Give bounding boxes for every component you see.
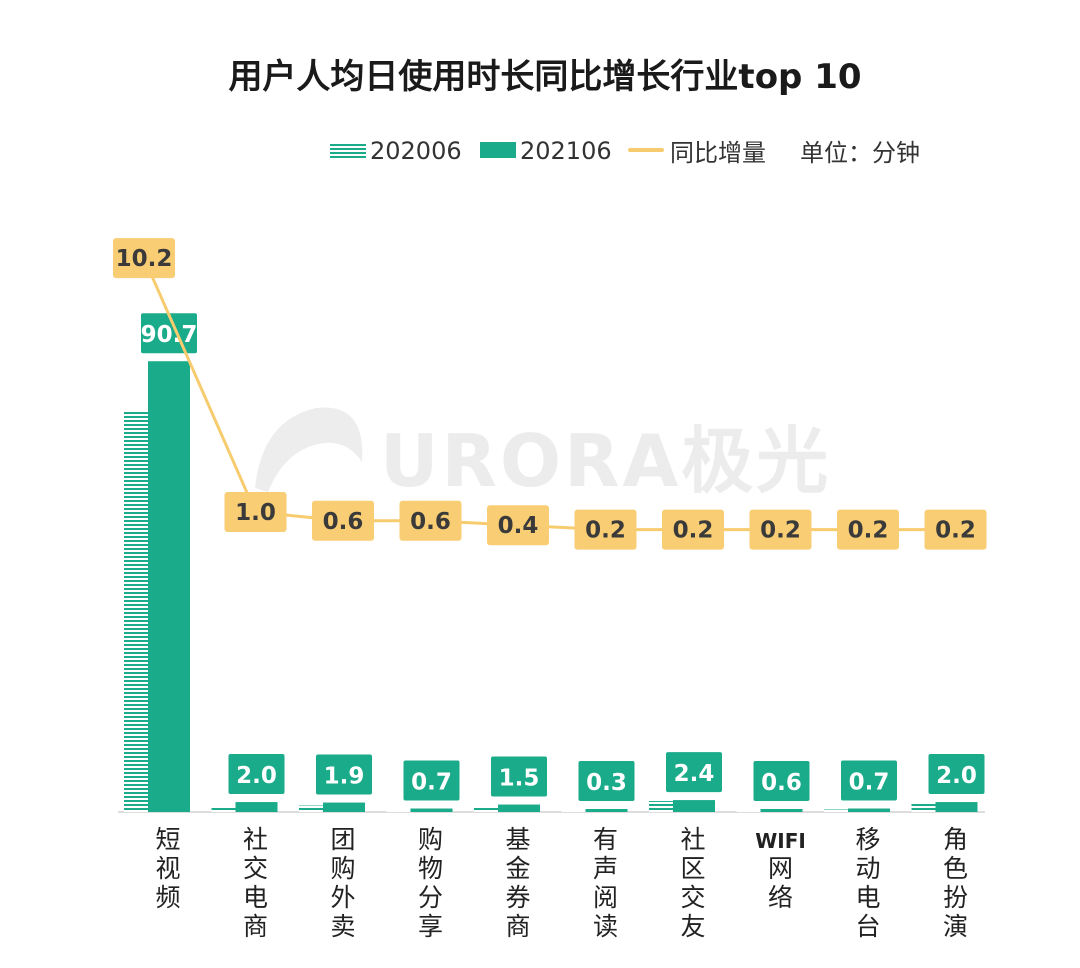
bar-202106 bbox=[498, 804, 540, 812]
category-label: 角色扮演 bbox=[943, 825, 968, 941]
bar-202006 bbox=[911, 803, 954, 812]
category-label: 社交电商 bbox=[243, 825, 268, 941]
bar-data-label: 0.6 bbox=[761, 770, 802, 796]
bar-label-bg bbox=[228, 754, 285, 795]
line-label-bg bbox=[113, 238, 175, 279]
line-label-bg bbox=[837, 509, 899, 550]
chart-title: 用户人均日使用时长同比增长行业top 10 bbox=[228, 57, 861, 97]
line-series-yoy bbox=[142, 257, 956, 532]
line-data-label: 0.4 bbox=[498, 513, 539, 539]
line-label-bg bbox=[487, 505, 549, 546]
bar-202006 bbox=[561, 810, 604, 812]
category-label: WIFI 网络 bbox=[755, 829, 806, 912]
line-data-label: 0.2 bbox=[760, 518, 801, 544]
bar-label-bg bbox=[753, 761, 810, 801]
line-data-label: 0.6 bbox=[410, 509, 451, 535]
line-label-bg bbox=[312, 500, 374, 541]
category-label: 团购外卖 bbox=[330, 825, 355, 941]
bar-202106 bbox=[760, 809, 803, 812]
watermark-text: URORA极光 bbox=[380, 419, 831, 503]
bar-202106 bbox=[673, 800, 715, 812]
category-label: 社区交友 bbox=[680, 825, 705, 941]
line-label-bg bbox=[399, 500, 462, 541]
watermark-logo-icon bbox=[255, 407, 363, 492]
bar-202006 bbox=[474, 806, 516, 812]
legend-swatch-202006 bbox=[330, 142, 366, 158]
bar-label-bg bbox=[666, 752, 722, 793]
bar-label-bg bbox=[403, 760, 460, 801]
line-data-label: 0.2 bbox=[935, 518, 976, 544]
line-data-label: 10.2 bbox=[116, 246, 173, 272]
category-label: 有声阅读 bbox=[593, 825, 618, 941]
bar-202006 bbox=[211, 807, 254, 812]
bar-202006 bbox=[386, 810, 429, 812]
bar-202106 bbox=[848, 808, 890, 812]
bar-data-label: 2.0 bbox=[936, 763, 977, 789]
legend-label-202006: 202006 bbox=[370, 137, 462, 165]
category-label: 购物分享 bbox=[418, 825, 443, 941]
line-label-bg bbox=[574, 509, 637, 550]
bar-202106 bbox=[148, 361, 190, 812]
bar-202006 bbox=[824, 809, 866, 812]
bar-data-label: 1.5 bbox=[499, 766, 540, 792]
bar-label-bg bbox=[928, 754, 985, 795]
watermark: URORA极光 bbox=[255, 407, 831, 503]
unit-label: 单位：分钟 bbox=[800, 139, 920, 167]
line-data-label: 0.2 bbox=[848, 518, 889, 544]
bar-label-bg bbox=[841, 760, 897, 801]
bar-data-label: 2.0 bbox=[236, 763, 277, 789]
line-data-label: 0.6 bbox=[323, 509, 364, 535]
bar-202006 bbox=[736, 810, 779, 812]
bar-label-bg bbox=[316, 754, 372, 795]
bar-202106 bbox=[935, 802, 978, 812]
line-label-bg bbox=[924, 509, 987, 550]
line-data-label: 0.2 bbox=[585, 518, 626, 544]
bar-202006 bbox=[299, 805, 341, 812]
legend: 202006 202106 同比增量 单位：分钟 bbox=[330, 137, 920, 167]
legend-label-line: 同比增量 bbox=[670, 139, 766, 167]
category-label: 移动电台 bbox=[855, 825, 880, 941]
bar-data-label: 90.7 bbox=[141, 322, 198, 348]
line-label-bg bbox=[662, 509, 724, 550]
bar-202006 bbox=[649, 801, 691, 812]
bar-data-label: 0.7 bbox=[849, 770, 890, 796]
legend-swatch-line bbox=[628, 148, 664, 152]
bar-label-bg bbox=[578, 761, 635, 801]
bar-data-label: 0.3 bbox=[586, 770, 627, 796]
line-data-label: 0.2 bbox=[673, 518, 714, 544]
bar-202106 bbox=[235, 802, 278, 812]
legend-swatch-202106 bbox=[480, 142, 516, 158]
bar-label-bg bbox=[491, 756, 547, 797]
line-label-bg bbox=[224, 492, 287, 532]
plot-area: 90.7 短视频 2.0 社交电商 1.9 团购外卖 0.7 购物分享 1.5 基金券商 0.3 有声… bbox=[113, 238, 987, 941]
bar-202106 bbox=[585, 809, 628, 812]
legend-label-202106: 202106 bbox=[520, 137, 612, 165]
line-label-bg bbox=[749, 509, 812, 550]
bar-data-label: 1.9 bbox=[324, 764, 365, 790]
category-label: 基金券商 bbox=[505, 825, 530, 941]
line-data-label: 1.0 bbox=[235, 500, 276, 526]
bar-202106 bbox=[323, 802, 365, 812]
category-label: 短视频 bbox=[155, 825, 180, 912]
bar-data-label: 0.7 bbox=[411, 770, 452, 796]
bar-data-label: 2.4 bbox=[674, 761, 715, 787]
bar-202106 bbox=[410, 808, 453, 812]
